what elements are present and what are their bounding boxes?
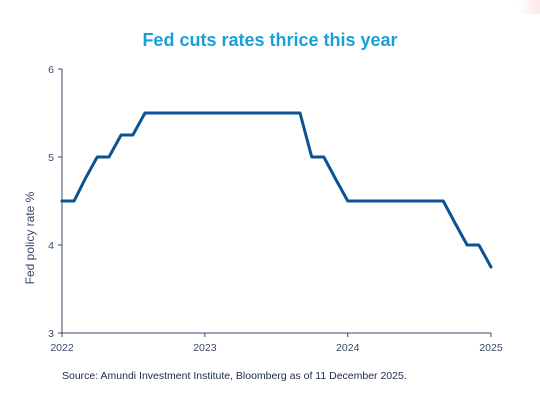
y-tick-label: 4 [48,240,54,252]
y-tick-label: 5 [48,152,54,164]
policy-rate-line [60,111,493,269]
corner-accent [518,0,540,14]
y-tick-label: 3 [48,328,54,340]
x-tick-label: 2025 [479,342,503,354]
chart-title: Fed cuts rates thrice this year [142,30,398,50]
x-tick-label: 2023 [193,342,217,354]
chart-ticks: 3 4 5 6 2022 2023 2024 2025 [48,64,503,354]
y-tick-label: 6 [48,64,54,76]
plot-area [60,111,493,269]
y-axis-label: Fed policy rate % [23,191,37,284]
x-tick-label: 2022 [50,342,74,354]
x-tick-label: 2024 [336,342,360,354]
source-note: Source: Amundi Investment Institute, Blo… [62,370,407,382]
